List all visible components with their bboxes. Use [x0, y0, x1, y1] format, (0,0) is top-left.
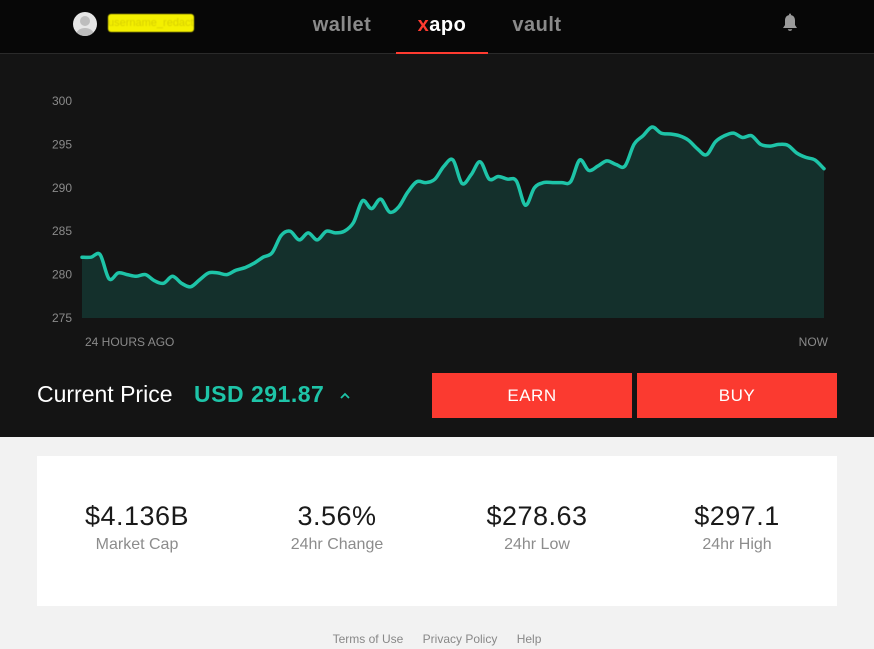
- y-tick-label-275: 275: [52, 311, 72, 325]
- stat-market-cap: $4.136B Market Cap: [37, 498, 237, 556]
- stat-24hr-low: $278.63 24hr Low: [437, 498, 637, 556]
- y-tick-label-300: 300: [52, 94, 72, 108]
- top-panel: username_redacted wallet xapo vault 300 2…: [0, 0, 874, 437]
- x-axis-end-label: NOW: [799, 335, 829, 349]
- tab-vault[interactable]: vault: [512, 14, 562, 36]
- current-price-label: Current Price: [37, 381, 173, 407]
- xapo-logo-x: x: [417, 14, 430, 36]
- tab-xapo[interactable]: xapo: [396, 10, 488, 40]
- chart-area-fill: [82, 126, 824, 318]
- y-tick-label-285: 285: [52, 224, 72, 238]
- stat-label: Market Cap: [95, 536, 179, 553]
- tab-wallet[interactable]: wallet: [312, 14, 372, 36]
- stat-label: 24hr Change: [290, 536, 384, 553]
- active-tab-indicator: [396, 52, 488, 54]
- y-tick-label-280: 280: [52, 268, 72, 282]
- earn-button[interactable]: EARN: [432, 373, 632, 418]
- current-price-value: USD 291.87: [194, 381, 325, 407]
- stats-card: $4.136B Market Cap 3.56% 24hr Change $27…: [37, 456, 837, 606]
- buy-button[interactable]: BUY: [637, 373, 837, 418]
- stat-value: $297.1: [694, 501, 780, 531]
- stat-24hr-high: $297.1 24hr High: [637, 498, 837, 556]
- footer-link-terms[interactable]: Terms of Use: [332, 632, 404, 646]
- price-chart: 300 295 290 285 280 275 24 HOURS AGO NOW: [52, 94, 829, 349]
- footer-link-privacy[interactable]: Privacy Policy: [422, 632, 498, 646]
- stat-label: 24hr High: [702, 536, 772, 553]
- footer: Terms of Use Privacy Policy Help: [0, 630, 874, 648]
- user-avatar-icon[interactable]: [73, 12, 97, 36]
- navbar: username_redacted wallet xapo vault: [0, 0, 874, 54]
- y-tick-label-295: 295: [52, 137, 72, 151]
- stat-value: $278.63: [486, 501, 588, 531]
- xapo-logo-rest: apo: [429, 14, 467, 36]
- stat-24hr-change: 3.56% 24hr Change: [237, 498, 437, 556]
- username[interactable]: username_redacted: [108, 14, 194, 32]
- y-tick-label-290: 290: [52, 181, 72, 195]
- stat-label: 24hr Low: [504, 536, 570, 553]
- footer-link-help[interactable]: Help: [516, 632, 542, 646]
- chart-price-line: [80, 125, 826, 289]
- bell-icon[interactable]: [780, 13, 800, 33]
- caret-up-icon: [340, 392, 350, 399]
- x-axis-start-label: 24 HOURS AGO: [85, 335, 174, 349]
- stat-value: 3.56%: [297, 501, 377, 531]
- stat-value: $4.136B: [84, 501, 190, 531]
